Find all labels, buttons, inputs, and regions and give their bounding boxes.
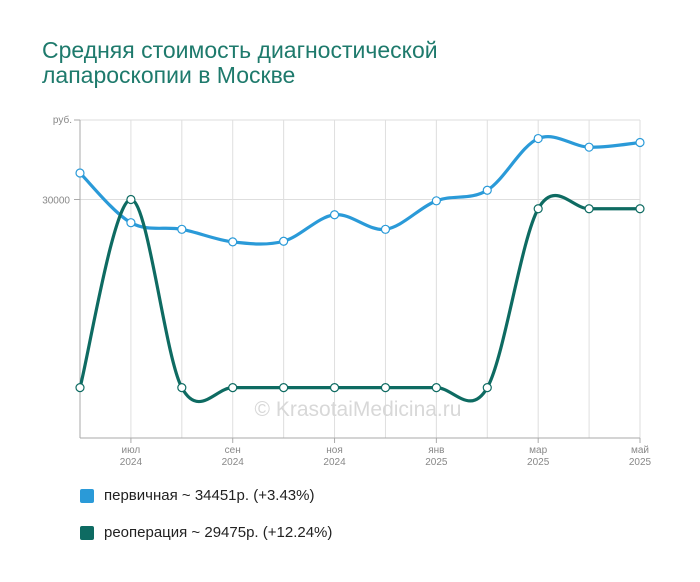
- data-point-reoperation[interactable]: [228, 383, 238, 393]
- x-tick-label-month: июл: [122, 445, 141, 456]
- x-tick-label-month: мар: [529, 445, 547, 456]
- legend-label-primary: первичная ~ 34451р. (+3.43%): [104, 487, 315, 504]
- data-point-reoperation[interactable]: [279, 383, 289, 393]
- x-tick-label-year: 2024: [120, 457, 143, 468]
- x-tick-label-year: 2024: [323, 457, 346, 468]
- x-tick-label-year: 2024: [222, 457, 245, 468]
- data-point-reoperation[interactable]: [380, 383, 391, 393]
- data-point-reoperation[interactable]: [177, 383, 187, 393]
- legend-label-reoperation: реоперация ~ 29475р. (+12.24%): [104, 524, 333, 541]
- data-point-reoperation[interactable]: [635, 204, 645, 214]
- data-point-reoperation[interactable]: [482, 383, 492, 393]
- series-line-reoperation: [78, 194, 642, 404]
- legend-swatch-reoperation: [80, 526, 94, 540]
- watermark: © KrasotaiMedicina.ru: [255, 398, 462, 421]
- data-point-primary[interactable]: [431, 196, 441, 206]
- data-point-reoperation[interactable]: [75, 383, 85, 393]
- x-tick-label-year: 2025: [425, 457, 448, 468]
- data-point-primary[interactable]: [635, 137, 645, 148]
- chart-title-line-2: лапароскопии в Москве: [42, 62, 296, 88]
- series-line-primary: [78, 135, 642, 246]
- data-point-primary[interactable]: [75, 168, 85, 178]
- x-tick-label-month: янв: [428, 445, 444, 456]
- data-point-reoperation[interactable]: [126, 194, 136, 205]
- data-point-reoperation[interactable]: [329, 383, 340, 393]
- data-point-reoperation[interactable]: [431, 383, 441, 393]
- data-point-primary[interactable]: [482, 185, 492, 195]
- x-tick-label-month: май: [631, 445, 649, 456]
- grid: [79, 119, 641, 438]
- chart: © KrasotaiMedicina.ru руб. 30000июл2024с…: [42, 114, 652, 468]
- data-point-primary[interactable]: [177, 224, 187, 234]
- x-tick-label-year: 2025: [629, 457, 652, 468]
- data-point-primary[interactable]: [380, 224, 391, 234]
- chart-title-line-1: Средняя стоимость диагностической: [42, 37, 438, 63]
- data-point-reoperation[interactable]: [584, 204, 594, 214]
- data-point-primary[interactable]: [279, 236, 289, 246]
- legend-swatch-primary: [80, 489, 94, 503]
- y-tick-label: 30000: [42, 196, 70, 207]
- y-axis-label: руб.: [53, 114, 72, 126]
- data-point-reoperation[interactable]: [533, 204, 543, 214]
- x-tick-label-month: сен: [225, 445, 241, 456]
- data-point-primary[interactable]: [126, 218, 136, 228]
- x-tick-label-year: 2025: [527, 457, 550, 468]
- data-point-primary[interactable]: [533, 133, 543, 144]
- x-tick-label-month: ноя: [326, 445, 343, 456]
- data-point-primary[interactable]: [228, 237, 238, 247]
- data-point-primary[interactable]: [584, 142, 594, 152]
- data-point-primary[interactable]: [329, 210, 340, 220]
- series-layer: [75, 133, 645, 404]
- chart-title: Средняя стоимость диагностической лапаро…: [42, 38, 642, 88]
